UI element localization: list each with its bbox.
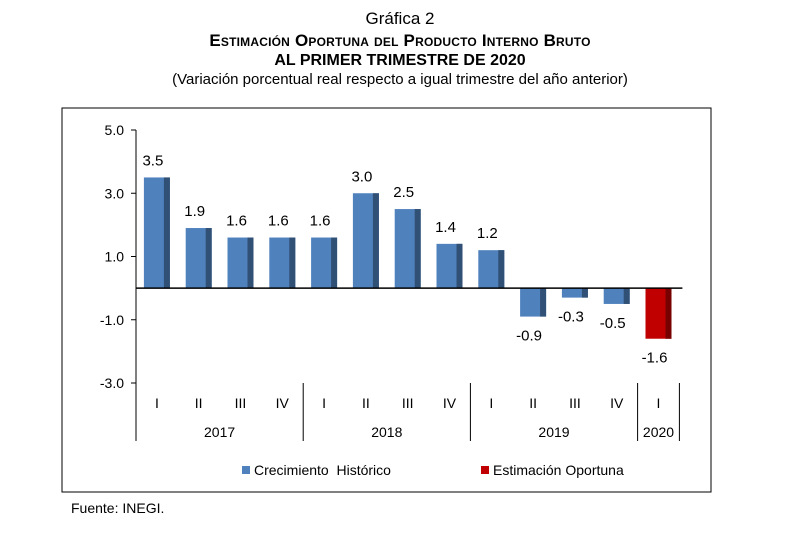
bar-group bbox=[478, 250, 505, 289]
x-tick-label: III bbox=[569, 395, 581, 411]
x-tick-label: II bbox=[529, 395, 537, 411]
bar-shade bbox=[372, 193, 379, 289]
x-tick-label: IV bbox=[610, 395, 624, 411]
bar-group bbox=[436, 243, 463, 289]
source-note: Fuente: INEGI. bbox=[71, 500, 165, 516]
chart-titles: Gráfica 2 Estimación Oportuna del Produc… bbox=[0, 8, 800, 89]
bar-value-label: 1.6 bbox=[310, 213, 331, 230]
x-tick-label: II bbox=[195, 395, 203, 411]
bar-value-label: 2.5 bbox=[393, 184, 414, 201]
x-tick-label: II bbox=[362, 395, 370, 411]
x-tick-label: I bbox=[657, 395, 661, 411]
y-tick-label: -1.0 bbox=[100, 312, 124, 328]
bar bbox=[603, 288, 630, 304]
bar-group bbox=[185, 228, 212, 289]
bar-value-label: 1.2 bbox=[477, 225, 498, 242]
y-tick-label: 5.0 bbox=[105, 122, 125, 138]
legend-item: Estimación Oportuna bbox=[481, 462, 624, 478]
bar-shade bbox=[289, 237, 296, 289]
bar-shade bbox=[665, 288, 672, 339]
x-tick-label: III bbox=[402, 395, 414, 411]
bar-group bbox=[645, 288, 672, 339]
figure-label: Gráfica 2 bbox=[365, 9, 435, 28]
bar-group bbox=[561, 288, 588, 298]
bar-shade bbox=[623, 288, 630, 304]
bar-value-label: -0.3 bbox=[558, 309, 584, 326]
year-label: 2020 bbox=[643, 424, 674, 440]
year-label: 2018 bbox=[371, 424, 402, 440]
bar-group bbox=[227, 237, 254, 289]
bar-shade bbox=[581, 288, 588, 298]
bar-value-label: 1.6 bbox=[226, 213, 247, 230]
y-tick-label: 1.0 bbox=[105, 249, 125, 265]
year-label: 2019 bbox=[538, 424, 569, 440]
bar-value-label: -0.9 bbox=[516, 328, 542, 345]
x-tick-label: I bbox=[322, 395, 326, 411]
legend-swatch bbox=[242, 466, 250, 474]
bar-shade bbox=[247, 237, 254, 289]
x-tick-label: IV bbox=[443, 395, 457, 411]
x-tick-label: I bbox=[489, 395, 493, 411]
x-tick-label: I bbox=[155, 395, 159, 411]
bar-value-label: 1.4 bbox=[435, 219, 456, 236]
chart-title-line2: al primer trimestre de 2020 bbox=[274, 52, 526, 69]
bar-value-label: 1.6 bbox=[268, 213, 289, 230]
legend-label: Crecimiento Histórico bbox=[254, 462, 391, 478]
bar-value-label: -1.6 bbox=[642, 350, 668, 367]
legend-item: Crecimiento Histórico bbox=[242, 462, 391, 478]
bar bbox=[561, 288, 588, 298]
legend-swatch bbox=[481, 466, 489, 474]
bar-shade bbox=[414, 209, 421, 289]
bar-shade bbox=[498, 250, 505, 289]
bar-value-label: -0.5 bbox=[600, 315, 626, 332]
y-tick-label: 3.0 bbox=[105, 185, 125, 201]
bar-shade bbox=[163, 177, 170, 289]
bar-group bbox=[143, 177, 170, 289]
chart-subtitle: (Variación porcentual real respecto a ig… bbox=[172, 71, 628, 88]
bar-group bbox=[394, 209, 421, 289]
bar-value-label: 3.5 bbox=[142, 152, 163, 169]
bar-group bbox=[603, 288, 630, 304]
chart-title-line1: Estimación Oportuna del Producto Interno… bbox=[209, 31, 591, 50]
bar-shade bbox=[331, 237, 338, 289]
bar-shade bbox=[456, 243, 463, 289]
legend-label: Estimación Oportuna bbox=[493, 462, 624, 478]
year-label: 2017 bbox=[204, 424, 235, 440]
bar-value-label: 3.0 bbox=[351, 168, 372, 185]
bar-group bbox=[352, 193, 379, 289]
bar-value-label: 1.9 bbox=[184, 203, 205, 220]
bar-group bbox=[311, 237, 338, 289]
chart-frame bbox=[61, 107, 712, 493]
bar-group bbox=[269, 237, 296, 289]
bar-group bbox=[520, 288, 547, 317]
y-tick-label: -3.0 bbox=[100, 375, 124, 391]
x-tick-label: III bbox=[235, 395, 247, 411]
x-tick-label: IV bbox=[276, 395, 290, 411]
bar-shade bbox=[540, 288, 547, 317]
bar-shade bbox=[205, 228, 212, 289]
